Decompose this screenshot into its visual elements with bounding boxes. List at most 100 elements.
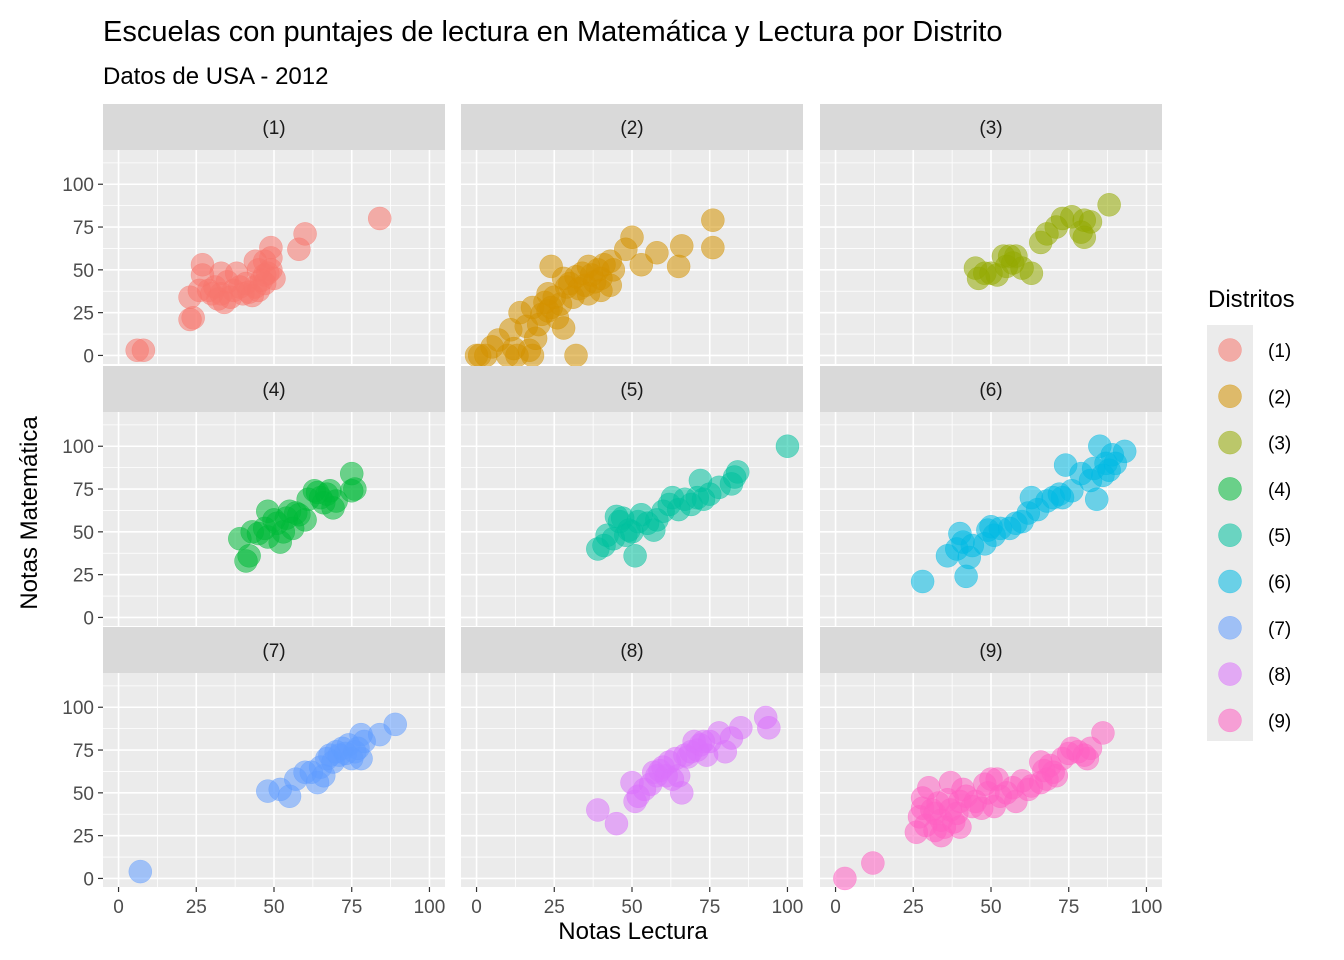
- x-tick-label: 25: [903, 897, 924, 918]
- facet-strip: [461, 627, 803, 673]
- legend-key: [1218, 477, 1242, 501]
- legend-key: [1218, 523, 1242, 547]
- data-point: [623, 544, 647, 568]
- y-tick-label: 100: [62, 437, 94, 458]
- data-point: [551, 316, 576, 340]
- data-point: [604, 811, 629, 836]
- y-tick-label: 50: [73, 784, 94, 805]
- data-point: [861, 851, 885, 875]
- data-point: [1112, 439, 1137, 464]
- data-point: [131, 338, 156, 363]
- facet-strip: [461, 366, 803, 412]
- facet-strip-label: (7): [262, 641, 285, 662]
- facet-strip: [103, 627, 445, 673]
- facet-strip: [461, 104, 803, 150]
- facet-panel: (3): [820, 104, 1162, 364]
- legend-label: (7): [1268, 619, 1291, 640]
- facet-panel: (8) 0 25 50 75 100: [461, 627, 803, 918]
- facet-panel: (4) 0 25 50 75 100: [62, 366, 445, 629]
- y-tick-label: 100: [62, 698, 94, 719]
- y-tick-label: 25: [73, 304, 94, 325]
- data-point: [1028, 750, 1053, 774]
- x-tick-label: 75: [341, 897, 362, 918]
- facet-panel: (6): [820, 366, 1162, 626]
- x-tick-label: 100: [772, 897, 804, 918]
- y-tick-label: 75: [73, 741, 94, 762]
- data-point: [1078, 210, 1103, 234]
- chart-title: Escuelas con puntajes de lectura en Mate…: [103, 16, 1002, 48]
- legend-label: (9): [1268, 711, 1291, 732]
- legend-key: [1218, 338, 1242, 362]
- data-point: [383, 712, 408, 737]
- x-tick-label: 75: [699, 897, 720, 918]
- y-tick-label: 50: [73, 523, 94, 544]
- y-tick-label: 75: [73, 218, 94, 239]
- data-point: [349, 746, 373, 771]
- data-point: [620, 225, 644, 250]
- data-point: [729, 716, 753, 740]
- data-point: [243, 249, 268, 274]
- facet-strip-label: (8): [620, 641, 643, 662]
- x-tick-label: 0: [113, 897, 124, 918]
- facet-strip-label: (1): [262, 118, 285, 139]
- data-point: [128, 859, 153, 884]
- data-point: [1091, 721, 1115, 745]
- data-point: [757, 716, 781, 740]
- data-point: [1097, 193, 1121, 217]
- facet-strip-label: (3): [979, 118, 1002, 139]
- facet-panel: (7) 0 25 50 75 100 0 25 50 75 100: [62, 627, 445, 918]
- data-point: [725, 460, 750, 484]
- data-point: [564, 343, 588, 368]
- y-tick-label: 75: [73, 480, 94, 501]
- data-point: [367, 206, 392, 231]
- legend: Distritos (1) (2) (3) (4) (5) (6) (7) (8) (9): [1207, 286, 1295, 741]
- data-point: [252, 271, 277, 296]
- legend-label: (4): [1268, 480, 1291, 501]
- data-point: [666, 254, 691, 279]
- facet-strip-label: (9): [979, 641, 1002, 662]
- x-tick-label: 0: [471, 897, 482, 918]
- data-point: [586, 798, 610, 822]
- legend-key: [1218, 708, 1242, 733]
- facet-panel: (1) 0 25 50 75 100: [62, 104, 445, 367]
- legend-label: (2): [1268, 387, 1291, 408]
- facet-panel: (5): [461, 366, 803, 626]
- legend-label: (5): [1268, 526, 1291, 547]
- facet-strip: [820, 366, 1162, 412]
- y-tick-label: 25: [73, 566, 94, 587]
- x-tick-label: 50: [263, 897, 284, 918]
- legend-key: [1218, 430, 1242, 455]
- y-tick-label: 50: [73, 261, 94, 282]
- data-point: [701, 235, 725, 260]
- legend-label: (8): [1268, 665, 1291, 686]
- facet-strip-label: (2): [620, 118, 643, 139]
- facet-panels: (1) 0 25 50 75 100 (2) (3) (4) 0 25 50 75 100 (5) (6) (7…: [62, 104, 1162, 918]
- x-tick-label: 50: [980, 897, 1001, 918]
- x-tick-label: 25: [544, 897, 565, 918]
- data-point: [645, 240, 669, 265]
- y-tick-label: 0: [83, 346, 94, 367]
- y-tick-label: 25: [73, 827, 94, 848]
- facet-strip: [103, 104, 445, 150]
- facet-strip: [820, 627, 1162, 673]
- chart-subtitle: Datos de USA - 2012: [103, 63, 328, 90]
- legend-key: [1218, 384, 1242, 409]
- facet-strip-label: (6): [979, 380, 1002, 401]
- facet-strip: [103, 366, 445, 412]
- facet-panel: (9) 0 25 50 75 100: [820, 627, 1162, 918]
- y-tick-label: 0: [83, 869, 94, 890]
- data-point: [833, 866, 857, 891]
- data-point: [669, 781, 694, 805]
- legend-key: [1218, 662, 1242, 686]
- data-point: [339, 479, 364, 503]
- data-point: [237, 544, 261, 568]
- facet-strip-label: (5): [620, 380, 643, 401]
- data-point: [701, 208, 725, 232]
- x-tick-label: 100: [414, 897, 446, 918]
- x-tick-label: 100: [1131, 897, 1163, 918]
- facet-panel: (2): [461, 104, 803, 368]
- facet-strip: [820, 104, 1162, 150]
- x-tick-label: 75: [1058, 897, 1079, 918]
- data-point: [1019, 261, 1044, 286]
